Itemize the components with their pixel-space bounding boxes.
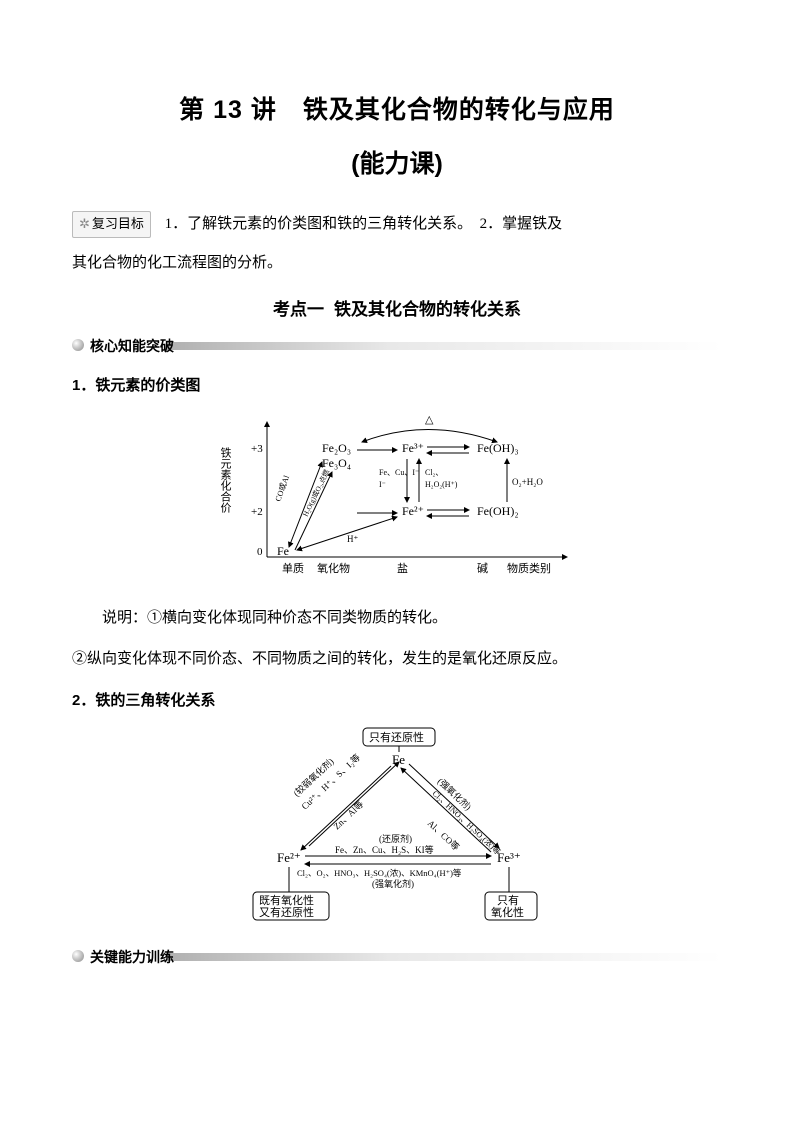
svg-text:Fe³⁺: Fe³⁺ <box>402 441 424 455</box>
goal-text-2: 其化合物的化工流程图的分析。 <box>72 249 722 278</box>
explain-2: ②纵向变化体现不同价态、不同物质之间的转化，发生的是氧化还原反应。 <box>72 645 722 674</box>
svg-text:Fe、Cu、I⁻: Fe、Cu、I⁻ <box>379 468 419 477</box>
svg-text:0: 0 <box>257 546 263 558</box>
svg-text:盐: 盐 <box>397 562 408 575</box>
svg-text:Fe₃O₄: Fe₃O₄ <box>322 456 351 470</box>
section-core-knowledge: 核心知能突破 <box>72 336 722 356</box>
svg-text:Fe²⁺: Fe²⁺ <box>402 504 424 518</box>
svg-text:铁元素化合价: 铁元素化合价 <box>219 447 232 513</box>
svg-text:只有还原性: 只有还原性 <box>369 730 424 744</box>
lecture-subtitle: (能力课) <box>72 144 722 180</box>
goal-text-1: 1．了解铁元素的价类图和铁的三角转化关系。 2．掌握铁及 <box>165 216 563 232</box>
review-goal: ✲复习目标 1．了解铁元素的价类图和铁的三角转化关系。 2．掌握铁及 <box>72 210 722 239</box>
svg-text:Fe: Fe <box>392 752 405 767</box>
explain-1: 说明：①横向变化体现同种价态不同类物质的转化。 <box>72 604 722 633</box>
svg-text:H₂O(g)或O₂,点燃: H₂O(g)或O₂,点燃 <box>301 468 331 518</box>
svg-text:△: △ <box>425 414 434 426</box>
svg-text:只有: 只有 <box>497 893 519 907</box>
svg-text:+2: +2 <box>251 506 263 518</box>
section-key-ability: 关键能力训练 <box>72 947 722 967</box>
svg-text:O₂+H₂O: O₂+H₂O <box>512 477 543 487</box>
svg-text:Fe³⁺: Fe³⁺ <box>497 850 521 865</box>
heading-price-diagram: 1．铁元素的价类图 <box>72 374 722 395</box>
svg-text:Fe: Fe <box>277 544 289 558</box>
figure-price-category-diagram: 铁元素化合价 +3 +2 0 单质 氧化物 盐 碱 物质类别 Fe₂O₃ Fe₃… <box>72 407 722 592</box>
svg-text:Cl₂、O₂、HNO₃、H₂SO₄(浓)、KMnO₄(H⁺): Cl₂、O₂、HNO₃、H₂SO₄(浓)、KMnO₄(H⁺)等 <box>297 868 462 878</box>
svg-text:+3: +3 <box>251 443 263 455</box>
svg-text:氧化性: 氧化性 <box>491 905 524 919</box>
svg-text:Fe(OH)₃: Fe(OH)₃ <box>477 441 519 455</box>
figure-triangle-diagram: 只有还原性 Fe Fe²⁺ Fe³⁺ (较弱氧化剂) Cu²⁺、H⁺、S、I₂等… <box>72 722 722 927</box>
goal-label: ✲复习目标 <box>72 211 151 238</box>
topic-heading: 考点一铁及其化合物的转化关系 <box>72 295 722 320</box>
svg-text:Fe₂O₃: Fe₂O₃ <box>322 441 351 455</box>
svg-text:既有氧化性: 既有氧化性 <box>259 893 314 907</box>
svg-text:又有还原性: 又有还原性 <box>259 905 314 919</box>
svg-text:Fe²⁺: Fe²⁺ <box>277 850 301 865</box>
lecture-title: 第 13 讲 铁及其化合物的转化与应用 <box>72 90 722 126</box>
svg-text:H₂O₂(H⁺): H₂O₂(H⁺) <box>425 480 458 489</box>
svg-text:H⁺: H⁺ <box>347 534 358 544</box>
svg-text:I⁻: I⁻ <box>379 480 386 489</box>
svg-text:(还原剂): (还原剂) <box>379 833 412 844</box>
svg-text:(强氧化剂): (强氧化剂) <box>372 878 414 889</box>
svg-text:CO或Al: CO或Al <box>272 473 291 503</box>
svg-text:碱: 碱 <box>477 562 488 575</box>
svg-text:Cl₂、: Cl₂、 <box>425 468 443 477</box>
svg-text:Zn、Al等: Zn、Al等 <box>331 798 366 831</box>
svg-text:Fe、Zn、Cu、H₂S、KI等: Fe、Zn、Cu、H₂S、KI等 <box>335 844 434 855</box>
heading-triangle: 2．铁的三角转化关系 <box>72 689 722 710</box>
svg-text:Fe(OH)₂: Fe(OH)₂ <box>477 504 519 518</box>
svg-text:单质: 单质 <box>282 562 304 575</box>
svg-text:氧化物: 氧化物 <box>317 561 350 575</box>
svg-text:物质类别: 物质类别 <box>507 561 551 575</box>
